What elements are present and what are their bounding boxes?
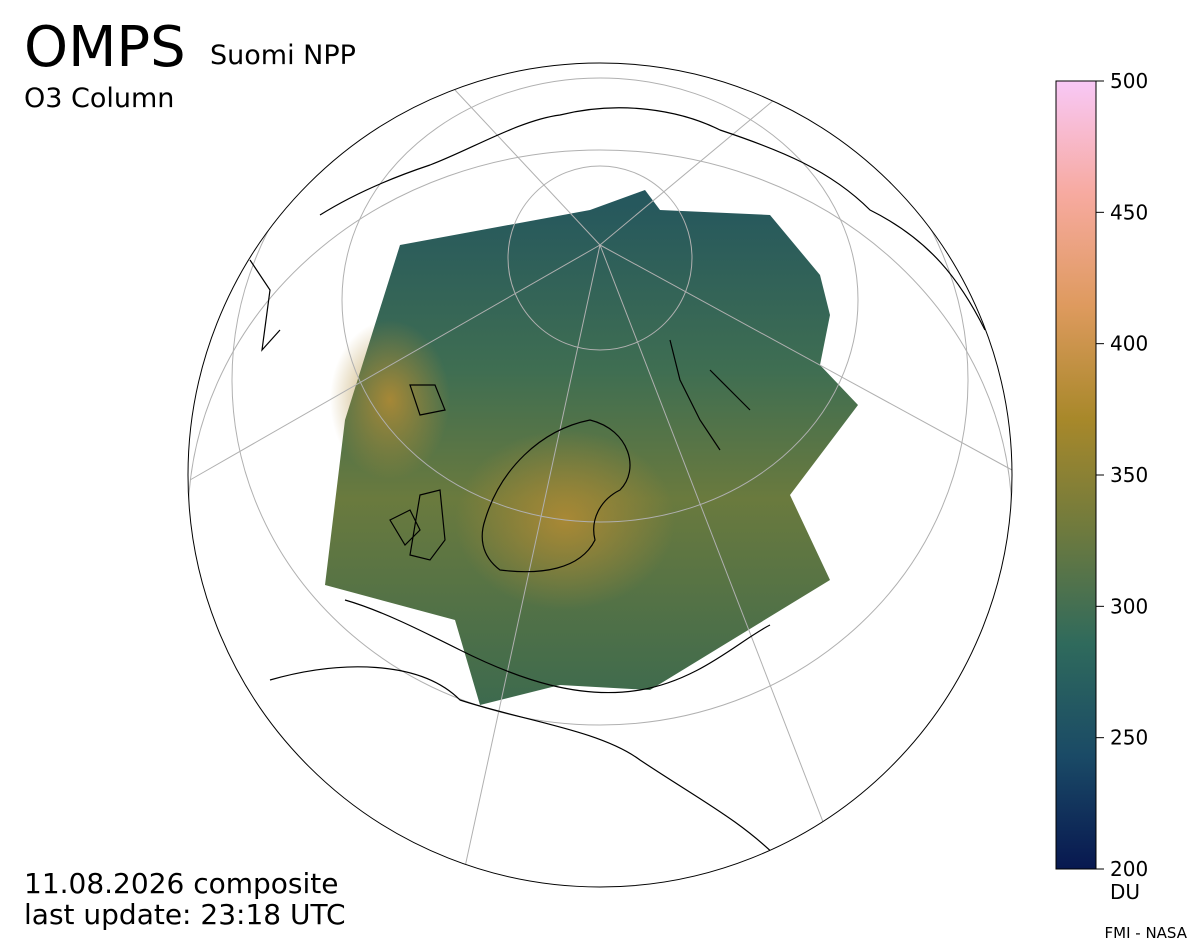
title: OMPS — [24, 15, 186, 80]
colorbar-unit: DU — [1110, 880, 1140, 904]
colorbar-tick-label: 250 — [1110, 726, 1148, 750]
graticule — [188, 63, 1012, 887]
colorbar-tick-label: 300 — [1110, 594, 1148, 618]
date: 11.08.2026 composite — [24, 867, 339, 900]
colorbar-tick-label: 350 — [1110, 463, 1148, 487]
globe-outline — [187, 62, 1013, 888]
colorbar-tick-label: 450 — [1110, 200, 1148, 224]
coastlines — [249, 107, 986, 861]
colorbar-tick-label: 400 — [1110, 332, 1148, 356]
map — [188, 63, 1012, 887]
update: last update: 23:18 UTC — [24, 898, 346, 931]
credit: FMI - NASA — [1105, 924, 1188, 942]
ozone-high — [330, 320, 450, 480]
colorbar-ticks: 200 250 300 350 400 450 500 — [1096, 69, 1148, 881]
colorbar-tick-label: 500 — [1110, 69, 1148, 93]
colorbar-tick-label: 200 — [1110, 857, 1148, 881]
satellite: Suomi NPP — [210, 40, 356, 71]
colorbar — [1055, 80, 1097, 870]
product: O3 Column — [24, 83, 174, 114]
